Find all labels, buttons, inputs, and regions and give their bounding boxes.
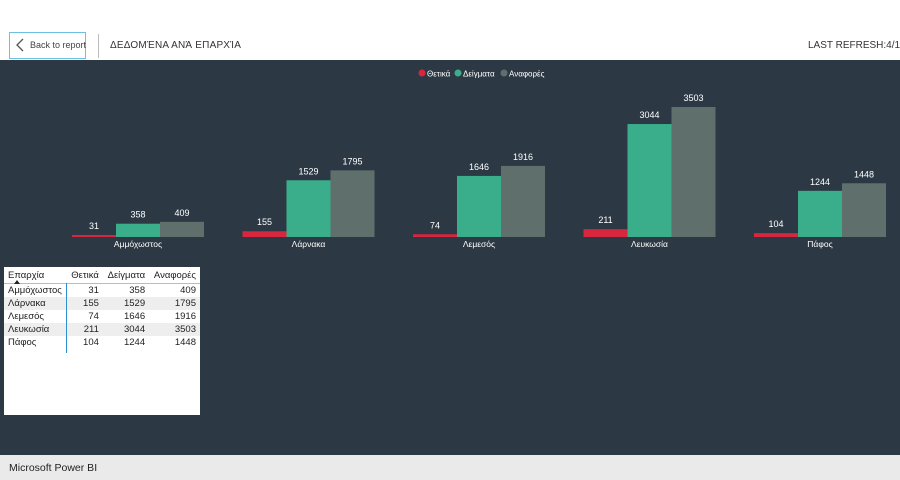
cell-thetika: 31 bbox=[88, 285, 99, 296]
bar-1-3[interactable] bbox=[627, 124, 672, 237]
column-header-anafores[interactable]: Αναφορές bbox=[153, 269, 196, 281]
footer-bar: Microsoft Power BI bbox=[0, 455, 900, 480]
cell-eparchia: Λευκωσία bbox=[4, 323, 67, 336]
cell-eparchia: Λεμεσός bbox=[8, 311, 45, 322]
column-header-eparchia[interactable]: Επαρχία bbox=[8, 269, 45, 281]
bar-2-1[interactable] bbox=[330, 170, 375, 237]
bar-1-0[interactable] bbox=[116, 223, 160, 237]
cell-deigmata: 1244 bbox=[123, 337, 146, 348]
data-table[interactable]: Επαρχία Θετικά Δείγματα Αναφορές Αμμόχωσ… bbox=[4, 267, 200, 415]
table-header-row: Επαρχία Θετικά Δείγματα Αναφορές bbox=[4, 267, 200, 284]
table-row[interactable]: Λευκωσία 211 3044 3503 bbox=[4, 323, 200, 336]
data-label: 1529 bbox=[298, 166, 318, 176]
cell-deigmata: 3044 bbox=[102, 323, 150, 336]
cell-thetika: 74 bbox=[88, 311, 99, 322]
data-label: 358 bbox=[130, 210, 145, 220]
legend-label: Δείγματα bbox=[463, 70, 495, 79]
data-label: 1448 bbox=[854, 169, 874, 179]
data-label: 211 bbox=[598, 215, 612, 225]
data-label: 74 bbox=[430, 220, 440, 230]
data-label: 1244 bbox=[810, 177, 830, 187]
sort-ascending-icon[interactable] bbox=[14, 280, 20, 284]
cell-eparchia: Πάφος bbox=[8, 337, 37, 348]
selection-line bbox=[66, 283, 67, 353]
legend-marker-2 bbox=[500, 69, 508, 77]
legend-marker-0 bbox=[418, 69, 426, 77]
bar-0-1[interactable] bbox=[242, 231, 287, 237]
bar-0-3[interactable] bbox=[583, 229, 628, 237]
cell-eparchia: Λάρνακα bbox=[4, 297, 67, 310]
cell-eparchia: Αμμόχωστος bbox=[8, 285, 62, 296]
category-label: Πάφος bbox=[807, 239, 832, 249]
bar-0-2[interactable] bbox=[413, 234, 457, 237]
bar-0-0[interactable] bbox=[72, 235, 116, 237]
data-label: 1916 bbox=[513, 152, 533, 162]
bar-1-2[interactable] bbox=[457, 175, 501, 237]
category-label: Λευκωσία bbox=[631, 239, 668, 249]
bar-2-3[interactable] bbox=[671, 107, 716, 237]
table-row[interactable]: Λάρνακα 155 1529 1795 bbox=[4, 297, 200, 310]
page-title: ΔΕΔΟΜΈΝΑ ΑΝΆ ΕΠΑΡΧΊΑ bbox=[110, 40, 242, 51]
data-label: 409 bbox=[174, 208, 189, 218]
table-row[interactable]: Πάφος 104 1244 1448 bbox=[4, 336, 200, 349]
back-button-label: Back to report bbox=[30, 40, 87, 50]
power-bi-brand[interactable]: Microsoft Power BI bbox=[9, 462, 98, 474]
cell-anafores: 1916 bbox=[174, 311, 196, 322]
category-label: Λάρνακα bbox=[292, 239, 326, 249]
data-label: 155 bbox=[257, 217, 272, 227]
report-header: Back to report ΔΕΔΟΜΈΝΑ ΑΝΆ ΕΠΑΡΧΊΑ LAST… bbox=[0, 0, 900, 60]
cell-deigmata: 358 bbox=[129, 285, 146, 296]
cell-deigmata: 1529 bbox=[102, 297, 150, 310]
data-label: 1795 bbox=[342, 156, 362, 166]
cell-anafores: 409 bbox=[180, 285, 196, 296]
category-label: Αμμόχωστος bbox=[114, 239, 162, 249]
column-header-thetika[interactable]: Θετικά bbox=[71, 269, 99, 281]
chevron-left-icon bbox=[16, 38, 24, 52]
cell-anafores: 1795 bbox=[149, 297, 200, 310]
bar-2-0[interactable] bbox=[160, 221, 204, 237]
legend-label: Αναφορές bbox=[509, 70, 545, 79]
cell-deigmata: 1646 bbox=[123, 311, 146, 322]
data-label: 3503 bbox=[683, 93, 703, 103]
category-label: Λεμεσός bbox=[463, 239, 495, 249]
back-to-report-button[interactable]: Back to report bbox=[9, 32, 86, 59]
column-header-deigmata[interactable]: Δείγματα bbox=[107, 269, 146, 281]
report-canvas: 31 358 409 Αμμόχωστος 155 1529 1795 Λάρνακα 74 16… bbox=[0, 60, 900, 455]
legend-label: Θετικά bbox=[427, 70, 451, 79]
legend-marker-1 bbox=[454, 69, 462, 77]
table-row[interactable]: Λεμεσός 74 1646 1916 bbox=[4, 310, 200, 323]
bar-2-4[interactable] bbox=[842, 183, 886, 237]
data-label: 3044 bbox=[639, 110, 659, 120]
bar-1-1[interactable] bbox=[286, 180, 331, 237]
bar-1-4[interactable] bbox=[798, 190, 842, 237]
data-label: 104 bbox=[768, 219, 783, 229]
bar-2-2[interactable] bbox=[501, 165, 545, 237]
cell-anafores: 1448 bbox=[174, 337, 196, 348]
cell-thetika: 104 bbox=[83, 337, 99, 348]
cell-thetika: 155 bbox=[66, 297, 103, 310]
bar-0-4[interactable] bbox=[754, 233, 798, 237]
header-divider bbox=[98, 34, 99, 58]
data-label: 31 bbox=[89, 221, 99, 231]
table-row[interactable]: Αμμόχωστος 31 358 409 bbox=[4, 284, 200, 298]
cell-thetika: 211 bbox=[66, 323, 103, 336]
last-refresh-text: LAST REFRESH:4/13/202 bbox=[808, 40, 900, 51]
clustered-bar-chart[interactable]: 31 358 409 Αμμόχωστος 155 1529 1795 Λάρνακα 74 16… bbox=[0, 60, 900, 260]
data-label: 1646 bbox=[469, 162, 489, 172]
cell-anafores: 3503 bbox=[149, 323, 200, 336]
